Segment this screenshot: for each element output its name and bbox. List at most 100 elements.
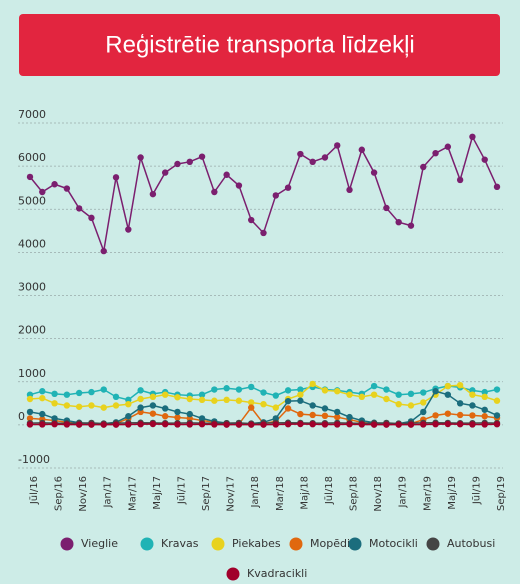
data-point <box>198 391 206 398</box>
data-point <box>456 400 464 407</box>
data-point <box>223 385 230 392</box>
legend-swatch <box>60 537 74 551</box>
data-point <box>272 421 279 428</box>
y-tick-label: -1000 <box>18 453 50 466</box>
data-point <box>161 391 169 398</box>
data-point <box>297 397 304 404</box>
data-point <box>63 185 71 192</box>
data-point <box>75 205 83 212</box>
data-point <box>297 386 304 393</box>
data-point <box>88 402 95 409</box>
x-tick-label: Jan/18 <box>250 476 261 509</box>
legend-label: Autobusi <box>447 537 495 550</box>
legend-swatch <box>211 537 225 551</box>
x-tick-label: Jūl/17 <box>176 476 187 505</box>
data-point <box>235 421 243 428</box>
data-point <box>260 400 267 408</box>
data-point <box>125 421 132 428</box>
data-point <box>395 218 402 226</box>
data-point <box>456 382 464 389</box>
x-tick-label: Jūl/19 <box>471 476 482 505</box>
legend-label: Kravas <box>161 537 199 550</box>
data-point <box>297 420 304 428</box>
data-point <box>112 421 120 428</box>
data-point <box>383 386 390 393</box>
data-point <box>39 388 46 395</box>
data-point <box>112 393 120 401</box>
data-point <box>161 413 169 420</box>
data-point <box>39 421 46 428</box>
data-point <box>334 142 341 149</box>
data-point <box>420 399 427 406</box>
data-point <box>334 421 341 428</box>
data-point <box>444 410 452 417</box>
data-point <box>88 388 95 396</box>
data-point <box>149 402 157 409</box>
x-tick-label: Mar/17 <box>127 476 138 511</box>
data-point <box>125 400 132 408</box>
data-point <box>321 405 329 412</box>
y-tick-label: 7000 <box>18 108 46 121</box>
title-box <box>19 14 500 76</box>
data-point <box>260 229 267 237</box>
data-point <box>125 226 132 233</box>
legend-label: Motocikli <box>369 537 418 550</box>
data-point <box>248 421 255 428</box>
data-point <box>370 391 378 398</box>
data-point <box>309 402 316 409</box>
data-point <box>39 394 46 402</box>
data-point <box>297 410 304 418</box>
data-point <box>493 397 501 404</box>
data-point <box>469 391 476 398</box>
data-point <box>444 420 452 428</box>
chart-title: Reģistrētie transporta līdzekļi <box>105 31 414 58</box>
data-point <box>481 393 488 401</box>
x-tick-label: Sep/19 <box>496 476 507 511</box>
legend-swatch <box>348 537 362 551</box>
data-point <box>297 150 304 158</box>
data-point <box>395 421 402 428</box>
data-point <box>432 412 439 419</box>
data-point <box>186 421 193 428</box>
legend-label: Kvadracikli <box>247 567 307 580</box>
x-tick-label: Sep/16 <box>54 476 65 511</box>
y-tick-label: 2000 <box>18 324 46 337</box>
data-point <box>51 181 58 188</box>
data-point <box>420 421 427 428</box>
data-point <box>137 421 144 428</box>
data-point <box>137 154 144 161</box>
data-point <box>346 421 353 428</box>
data-point <box>420 389 427 396</box>
data-point <box>149 393 157 401</box>
data-point <box>321 154 329 161</box>
data-point <box>309 411 316 419</box>
data-point <box>174 160 181 168</box>
data-point <box>51 415 58 422</box>
data-point <box>432 149 439 157</box>
data-point <box>26 415 34 422</box>
data-point <box>26 395 34 403</box>
data-point <box>334 408 341 416</box>
data-point <box>63 391 71 398</box>
data-point <box>174 421 181 428</box>
data-point <box>198 415 206 422</box>
data-point <box>51 400 58 407</box>
data-point <box>137 395 144 403</box>
data-point <box>309 421 316 428</box>
data-point <box>186 410 193 418</box>
data-point <box>248 404 255 411</box>
data-point <box>51 421 58 428</box>
legend-swatch <box>426 537 440 551</box>
data-point <box>260 421 267 428</box>
data-point <box>88 421 95 428</box>
data-point <box>284 184 292 191</box>
data-point <box>456 421 464 428</box>
data-point <box>407 222 415 229</box>
data-point <box>444 391 452 398</box>
data-point <box>88 214 95 222</box>
data-point <box>346 413 353 421</box>
data-point <box>149 190 157 198</box>
legend-swatch <box>289 537 303 551</box>
data-point <box>149 410 157 417</box>
data-point <box>493 386 501 393</box>
